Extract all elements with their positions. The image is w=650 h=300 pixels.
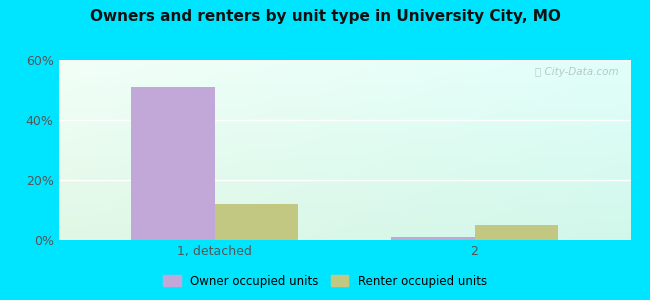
Legend: Owner occupied units, Renter occupied units: Owner occupied units, Renter occupied un… [160,271,490,291]
Text: Owners and renters by unit type in University City, MO: Owners and renters by unit type in Unive… [90,9,560,24]
Bar [391,237,474,240]
Bar [131,87,214,240]
Bar [214,204,298,240]
Bar [474,225,558,240]
Text: ⓘ City-Data.com: ⓘ City-Data.com [536,67,619,77]
